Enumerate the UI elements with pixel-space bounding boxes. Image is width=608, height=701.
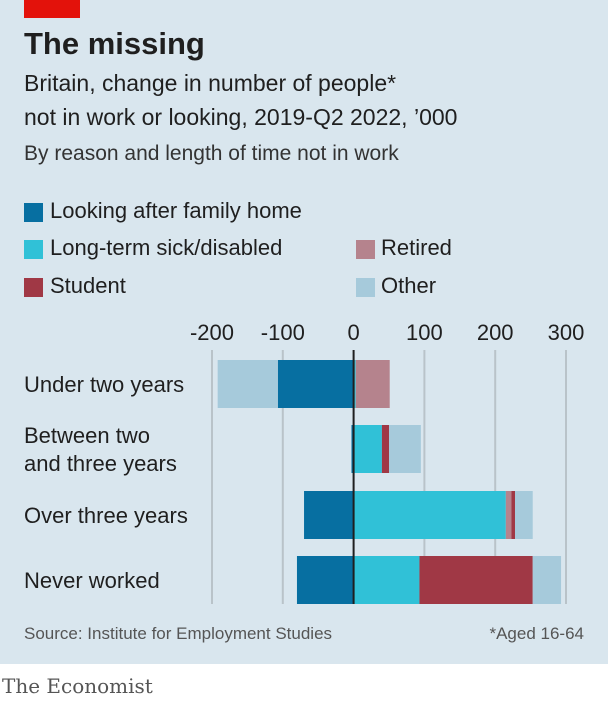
- bar-student-never-worked: [419, 556, 533, 604]
- x-axis-ticks: -200 -100 0 100 200 300: [190, 320, 584, 345]
- bar-long-term-sick-disabled-never-worked: [353, 556, 420, 604]
- source-note: Source: Institute for Employment Studies: [24, 624, 333, 643]
- bar-retired-over-three-years: [505, 491, 512, 539]
- footnote: *Aged 16-64: [489, 624, 584, 643]
- bar-long-term-sick-disabled-over-three-years: [353, 491, 506, 539]
- legend-swatch-sick-disabled: [24, 240, 43, 259]
- chart-subtitle-line-1: Britain, change in number of people*: [24, 70, 397, 96]
- category-label: Never worked: [24, 568, 160, 593]
- category-label: Over three years: [24, 503, 188, 528]
- legend-label-family-home: Looking after family home: [50, 198, 302, 223]
- legend-label-student: Student: [50, 273, 126, 298]
- bar-long-term-sick-disabled-under-two-years: [353, 360, 356, 408]
- legend-label-other: Other: [381, 273, 437, 298]
- legend-swatch-family-home: [24, 203, 43, 222]
- category-labels: Under two years Between two and three year…: [24, 372, 188, 593]
- bar-long-term-sick-disabled-between-two-and-three-years: [353, 425, 382, 473]
- legend-label-retired: Retired: [381, 235, 452, 260]
- category-label: and three years: [24, 451, 177, 476]
- chart-subtitle-line-3: By reason and length of time not in work: [24, 142, 399, 165]
- x-tick-label: 0: [347, 320, 359, 345]
- bar-other-over-three-years: [515, 491, 533, 539]
- x-tick-label: 200: [477, 320, 514, 345]
- stacked-bar-chart: -200 -100 0 100 200 300 Under two years Betwee…: [24, 320, 584, 604]
- bar-looking-after-family-home-between-two-and-three-years: [351, 425, 354, 473]
- bar-looking-after-family-home-never-worked: [296, 556, 354, 604]
- brand-red-tab: [24, 0, 80, 18]
- bar-retired-under-two-years: [355, 360, 390, 408]
- bar-student-between-two-and-three-years: [381, 425, 389, 473]
- x-tick-label: 100: [406, 320, 443, 345]
- x-tick-label: -200: [190, 320, 234, 345]
- category-label: Under two years: [24, 372, 184, 397]
- x-tick-label: -100: [261, 320, 305, 345]
- chart-subtitle-line-2: not in work or looking, 2019-Q2 2022, ’0…: [24, 104, 458, 130]
- legend-swatch-student: [24, 278, 43, 297]
- legend-swatch-other: [356, 278, 375, 297]
- chart-title: The missing: [24, 26, 205, 61]
- bar-other-between-two-and-three-years: [389, 425, 421, 473]
- legend-swatch-retired: [356, 240, 375, 259]
- bar-student-over-three-years: [511, 491, 516, 539]
- legend-label-sick-disabled: Long-term sick/disabled: [50, 235, 283, 260]
- chart-panel: The missing Britain, change in number of…: [0, 0, 608, 664]
- bar-looking-after-family-home-under-two-years: [277, 360, 354, 408]
- bar-other-never-worked: [532, 556, 562, 604]
- x-tick-label: 300: [548, 320, 585, 345]
- bar-looking-after-family-home-over-three-years: [304, 491, 354, 539]
- category-label: Between two: [24, 423, 150, 448]
- bars: [217, 360, 562, 604]
- bar-other-under-two-years: [217, 360, 278, 408]
- publisher-wordmark: The Economist: [2, 674, 153, 698]
